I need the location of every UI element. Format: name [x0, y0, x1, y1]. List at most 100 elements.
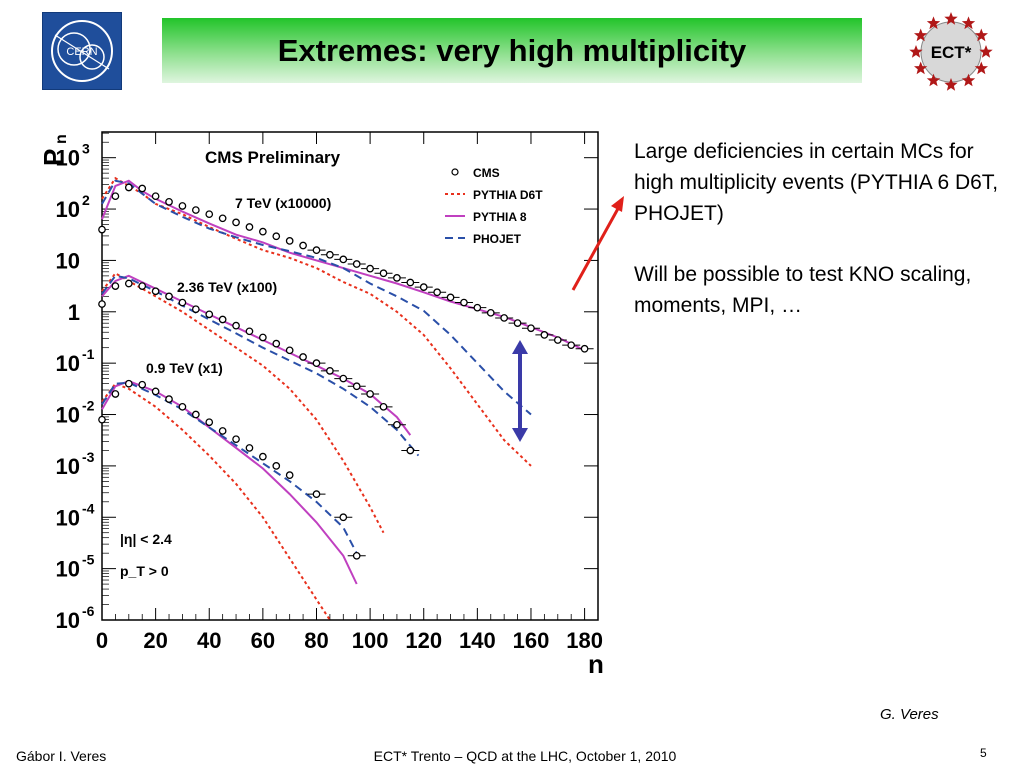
ect-star-icon	[944, 78, 958, 91]
cms-data-point	[191, 410, 200, 419]
cms-data-point	[366, 390, 374, 398]
ect-star-icon	[979, 45, 993, 58]
cms-data-point	[205, 418, 214, 427]
x-tick-label: 180	[566, 628, 603, 653]
x-tick-label: 40	[197, 628, 221, 653]
cms-data-point	[393, 274, 401, 282]
cms-data-point	[111, 390, 120, 398]
cms-data-point	[178, 402, 187, 411]
x-tick-label: 120	[405, 628, 442, 653]
y-tick-label: 1	[68, 300, 80, 325]
cms-data-point	[553, 336, 562, 344]
cms-data-point	[299, 241, 307, 250]
cms-data-point	[339, 255, 348, 264]
slide-title-bar: Extremes: very high multiplicity	[162, 18, 862, 83]
ect-star-icon	[926, 73, 941, 87]
cms-data-point	[326, 367, 334, 375]
cms-data-point	[312, 246, 321, 254]
cms-data-point	[218, 315, 227, 324]
y-tick-label: 10	[56, 454, 80, 479]
chart-annotation: 0.9 TeV (x1)	[146, 360, 223, 376]
cms-data-point	[446, 293, 455, 302]
cms-data-point	[178, 298, 187, 307]
y-tick-label: 10	[56, 197, 80, 222]
cms-data-point	[124, 279, 133, 288]
cms-data-point	[419, 283, 428, 291]
cms-data-point	[245, 223, 254, 231]
plot-frame	[101, 131, 599, 621]
x-tick-label: 80	[304, 628, 328, 653]
cms-data-point	[124, 183, 133, 192]
y-tick-label: 10	[56, 505, 80, 530]
cms-data-point	[285, 237, 294, 245]
bullet-text: Will be possible to test KNO scaling, mo…	[634, 263, 972, 317]
cms-data-point	[393, 420, 401, 429]
series-line-pythia-8	[101, 179, 586, 352]
cms-data-point	[285, 471, 294, 479]
cms-data-point	[259, 452, 267, 461]
ect-star-icon	[974, 61, 988, 75]
cms-data-point	[339, 374, 348, 383]
slide-title: Extremes: very high multiplicity	[277, 32, 747, 68]
cms-data-point	[124, 379, 133, 388]
cms-data-point	[285, 346, 294, 355]
ect-logo-graphic: ECT*	[909, 12, 993, 91]
y-tick-label: 10	[56, 351, 80, 376]
cms-data-point	[98, 225, 106, 234]
cms-data-point	[567, 341, 576, 350]
slide-bullets: Large deficiencies in certain MCs for hi…	[634, 136, 1014, 351]
x-axis-label: n	[588, 649, 604, 679]
cms-data-point	[232, 321, 240, 330]
y-axis-label-subscript: n	[53, 134, 70, 144]
x-tick-label: 100	[352, 628, 389, 653]
cms-data-point	[352, 260, 361, 268]
cms-data-point	[486, 308, 495, 317]
cms-data-point	[151, 192, 160, 201]
y-tick-exponent: 2	[82, 192, 90, 208]
legend-label: CMS	[473, 166, 500, 180]
cms-data-point	[312, 359, 321, 368]
cms-data-point	[259, 227, 267, 236]
cms-data-point	[111, 282, 120, 290]
legend-label: PHOJET	[473, 232, 522, 246]
bullet-text: Large deficiencies in certain MCs for hi…	[634, 140, 999, 225]
cms-data-point	[218, 427, 227, 435]
cms-data-point	[527, 324, 535, 333]
ect-star-icon	[914, 61, 928, 75]
ect-star-icon	[926, 16, 941, 30]
cms-data-point	[111, 192, 120, 201]
cms-data-point	[352, 382, 361, 391]
series-line-phojet	[101, 274, 420, 457]
x-tick-label: 0	[96, 628, 108, 653]
x-tick-label: 20	[143, 628, 167, 653]
cms-data-point	[259, 333, 267, 342]
cms-data-point	[151, 287, 160, 296]
chart-annotation: p_T > 0	[120, 563, 169, 579]
cms-data-point	[272, 232, 281, 241]
y-tick-label: 10	[56, 248, 80, 273]
x-tick-label: 140	[459, 628, 496, 653]
y-tick-label: 10	[56, 403, 80, 428]
series-line-phojet	[101, 179, 532, 416]
cms-data-point	[98, 300, 106, 308]
page-number: 5	[980, 746, 987, 760]
series-line-pythia-d6t	[101, 382, 331, 621]
legend-marker	[451, 168, 459, 176]
cern-logo-text: CERN	[66, 46, 97, 58]
y-tick-exponent: -4	[82, 500, 95, 516]
cms-data-point	[232, 435, 240, 444]
cms-data-point	[326, 250, 334, 259]
y-tick-exponent: -6	[82, 603, 95, 619]
cms-data-point	[178, 202, 187, 210]
y-tick-label: 10	[56, 146, 80, 171]
author-credit: G. Veres	[880, 706, 939, 723]
chart-annotation: 7 TeV (x10000)	[235, 195, 331, 211]
cms-data-point	[379, 402, 388, 411]
cms-data-point	[245, 327, 254, 336]
cern-logo: CERN	[42, 12, 122, 90]
cms-data-point	[232, 218, 240, 227]
y-tick-label: 10	[56, 608, 80, 633]
cms-data-point	[406, 278, 415, 287]
cms-data-point	[218, 214, 227, 223]
